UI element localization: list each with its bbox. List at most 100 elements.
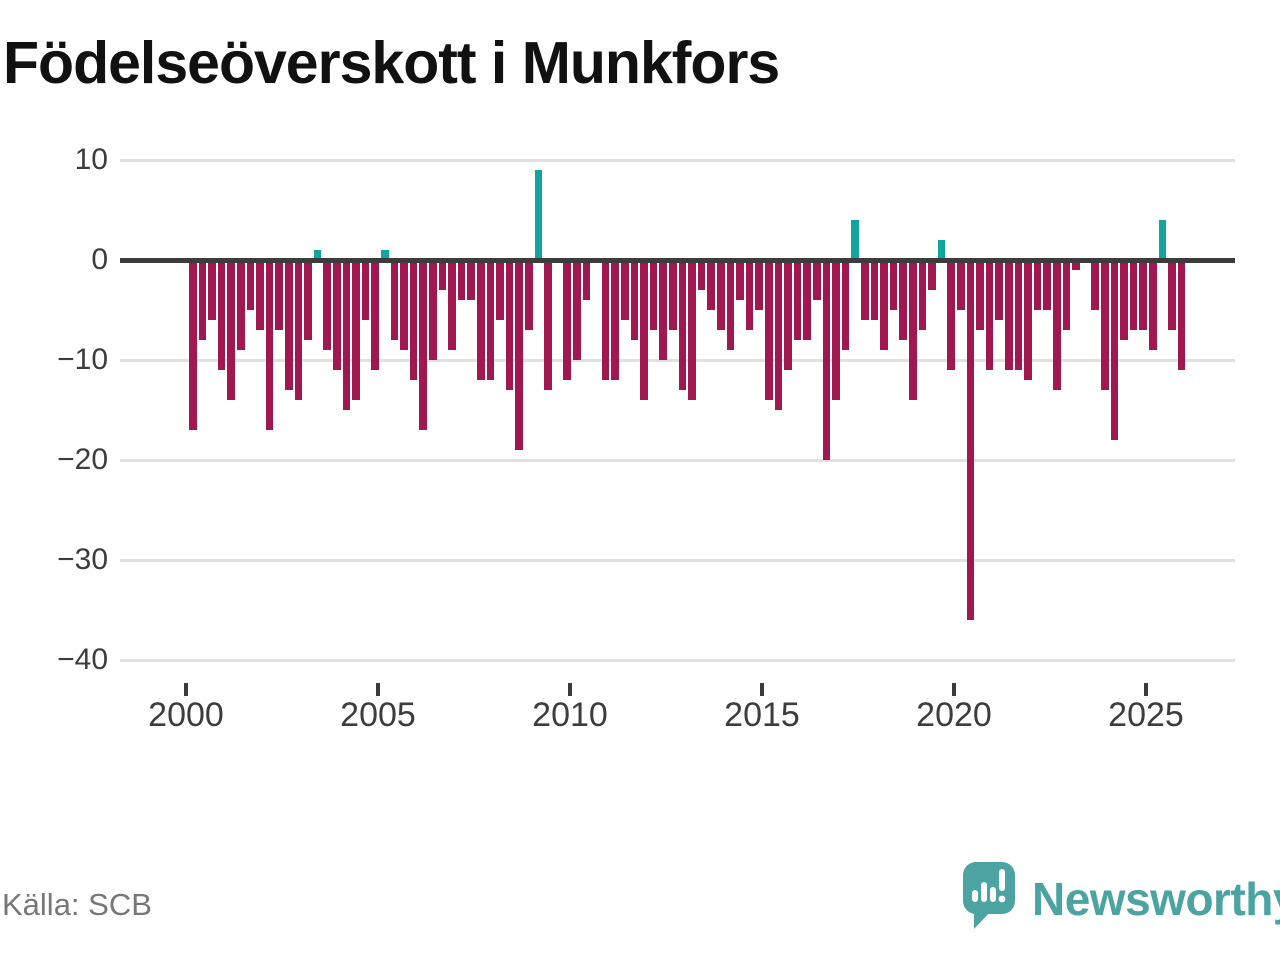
bar-2013-Q2: [697, 260, 706, 290]
bar-2002-Q3: [285, 260, 293, 390]
bar-2017-Q2: [851, 220, 859, 260]
bar-2025-Q4: [1177, 260, 1186, 370]
bar-2018-Q4: [909, 260, 917, 400]
x-tick-label-2015: 2015: [724, 696, 800, 734]
zero-axis-line: [120, 257, 1235, 263]
bar-2023-Q3: [1091, 260, 1099, 310]
bar-2019-Q1: [918, 260, 927, 330]
x-tick-2005: [376, 683, 380, 696]
bar-2016-Q4: [832, 260, 840, 400]
bar-2008-Q3: [515, 260, 523, 450]
gridline--40: [120, 658, 1235, 662]
x-tick-2010: [568, 683, 572, 696]
bar-2012-Q2: [659, 260, 667, 360]
bar-2021-Q3: [1014, 260, 1023, 370]
bar-2003-Q3: [323, 260, 331, 350]
x-tick-2025: [1144, 683, 1148, 696]
y-tick-label--40: −40: [57, 643, 108, 676]
bar-2023-Q4: [1101, 260, 1109, 390]
bar-2001-Q3: [246, 260, 255, 310]
bar-2013-Q1: [688, 260, 696, 400]
newsworthy-logo-icon: [963, 862, 1015, 929]
bar-2014-Q3: [745, 260, 754, 330]
bar-2008-Q2: [505, 260, 514, 390]
bar-2003-Q2: [313, 250, 322, 260]
bar-2000-Q3: [208, 260, 216, 320]
bar-2015-Q4: [793, 260, 802, 340]
bar-2002-Q2: [275, 260, 283, 330]
bar-2024-Q1: [1110, 260, 1119, 440]
bar-2004-Q4: [371, 260, 379, 370]
bar-2005-Q1: [381, 250, 389, 260]
bar-2001-Q4: [256, 260, 264, 330]
bar-2011-Q3: [630, 260, 639, 340]
bar-2000-Q2: [198, 260, 207, 340]
bar-2015-Q2: [774, 260, 783, 410]
bar-2019-Q2: [928, 260, 936, 290]
bar-2004-Q1: [342, 260, 351, 410]
bar-2019-Q3: [937, 240, 946, 260]
bar-2021-Q4: [1024, 260, 1032, 380]
bar-2003-Q4: [333, 260, 341, 370]
bar-2005-Q3: [400, 260, 408, 350]
y-tick-label-0: 0: [91, 243, 108, 276]
bar-2004-Q3: [361, 260, 370, 320]
bar-2025-Q3: [1168, 260, 1176, 330]
bar-2017-Q3: [861, 260, 869, 320]
bar-2017-Q1: [841, 260, 850, 350]
bar-2007-Q4: [486, 260, 495, 380]
bar-2012-Q4: [678, 260, 687, 390]
bar-2014-Q1: [726, 260, 735, 350]
x-tick-label-2000: 2000: [148, 696, 224, 734]
bar-2024-Q2: [1120, 260, 1128, 340]
gridline--20: [120, 458, 1235, 462]
bar-2011-Q1: [611, 260, 619, 380]
bar-2012-Q1: [649, 260, 658, 330]
bar-2015-Q1: [765, 260, 773, 400]
y-tick-label--30: −30: [57, 543, 108, 576]
bar-2013-Q3: [707, 260, 715, 310]
bar-2005-Q4: [409, 260, 418, 380]
y-tick-label-10: 10: [74, 143, 108, 176]
bar-2001-Q2: [237, 260, 245, 350]
bar-2003-Q1: [304, 260, 312, 340]
x-tick-label-2020: 2020: [916, 696, 992, 734]
bar-2010-Q1: [573, 260, 581, 360]
gridline--10: [120, 358, 1235, 362]
bar-2014-Q2: [736, 260, 744, 300]
bar-2008-Q1: [496, 260, 504, 320]
bar-2012-Q3: [669, 260, 677, 330]
bar-2018-Q3: [899, 260, 907, 340]
bar-2009-Q4: [563, 260, 571, 380]
bar-2006-Q4: [448, 260, 456, 350]
bar-2025-Q2: [1158, 220, 1167, 260]
bar-2024-Q4: [1139, 260, 1147, 330]
bar-2018-Q1: [880, 260, 888, 350]
bar-2006-Q2: [429, 260, 437, 360]
bar-2007-Q2: [467, 260, 475, 300]
bar-2017-Q4: [870, 260, 879, 320]
bar-2006-Q3: [438, 260, 447, 290]
bar-2010-Q4: [601, 260, 610, 380]
x-tick-2015: [760, 683, 764, 696]
bar-2001-Q1: [227, 260, 235, 400]
bar-2019-Q4: [947, 260, 955, 370]
bar-2024-Q3: [1129, 260, 1138, 330]
bar-2018-Q2: [889, 260, 898, 310]
bar-2014-Q4: [755, 260, 763, 310]
bar-2011-Q4: [640, 260, 648, 400]
bar-2008-Q4: [525, 260, 533, 330]
y-tick-label--20: −20: [57, 443, 108, 476]
x-tick-label-2010: 2010: [532, 696, 608, 734]
gridline--30: [120, 558, 1235, 562]
chart-title: Födelseöverskott i Munkfors: [3, 30, 780, 96]
bar-2007-Q3: [477, 260, 485, 380]
bar-2002-Q4: [294, 260, 303, 400]
bar-2023-Q1: [1072, 260, 1080, 270]
bar-2000-Q1: [189, 260, 197, 430]
bar-2022-Q1: [1033, 260, 1042, 310]
